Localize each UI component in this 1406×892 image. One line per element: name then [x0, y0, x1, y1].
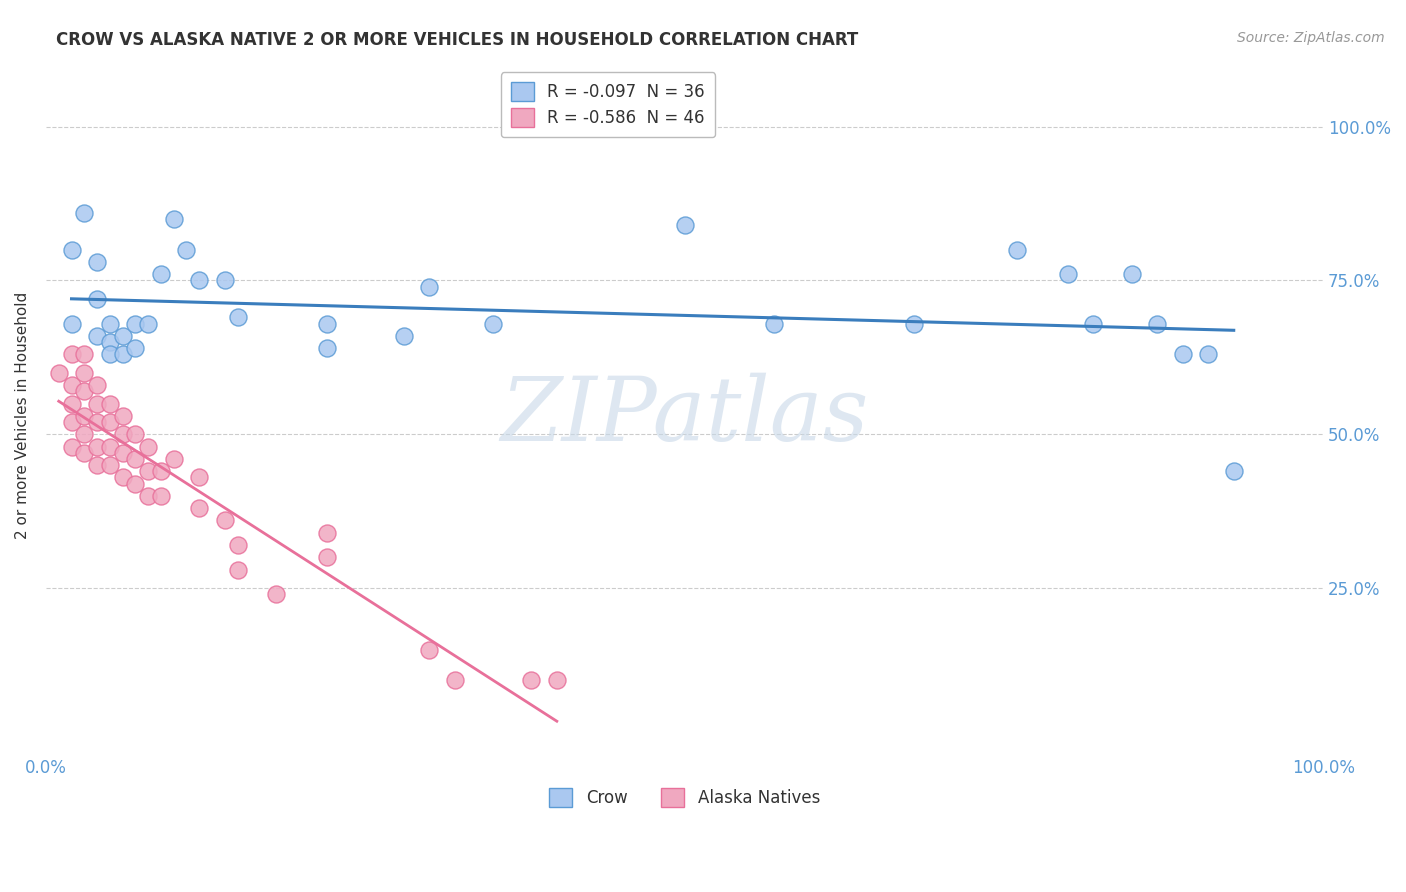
Point: [1083, 317, 1105, 331]
Point: [149, 268, 172, 282]
Point: [1222, 464, 1244, 478]
Point: [149, 489, 172, 503]
Point: [60, 415, 83, 429]
Point: [214, 273, 236, 287]
Point: [226, 563, 249, 577]
Point: [264, 587, 287, 601]
Point: [124, 341, 146, 355]
Point: [73, 366, 96, 380]
Point: [1146, 317, 1168, 331]
Point: [418, 279, 440, 293]
Point: [176, 243, 198, 257]
Point: [136, 464, 159, 478]
Point: [316, 341, 339, 355]
Point: [111, 329, 134, 343]
Legend: Crow, Alaska Natives: Crow, Alaska Natives: [543, 781, 827, 814]
Point: [1171, 347, 1194, 361]
Point: [60, 243, 83, 257]
Point: [226, 538, 249, 552]
Point: [482, 317, 505, 331]
Point: [73, 427, 96, 442]
Point: [60, 396, 83, 410]
Point: [86, 440, 108, 454]
Point: [136, 489, 159, 503]
Point: [316, 525, 339, 540]
Text: ZIPatlas: ZIPatlas: [501, 372, 869, 459]
Point: [86, 415, 108, 429]
Point: [124, 476, 146, 491]
Point: [136, 440, 159, 454]
Point: [136, 317, 159, 331]
Point: [73, 384, 96, 399]
Point: [98, 396, 121, 410]
Point: [60, 347, 83, 361]
Point: [86, 396, 108, 410]
Point: [98, 317, 121, 331]
Point: [124, 317, 146, 331]
Point: [86, 255, 108, 269]
Point: [98, 347, 121, 361]
Point: [1197, 347, 1219, 361]
Point: [1056, 268, 1078, 282]
Point: [188, 470, 211, 484]
Point: [214, 513, 236, 527]
Point: [73, 409, 96, 423]
Point: [73, 446, 96, 460]
Point: [98, 458, 121, 472]
Point: [86, 378, 108, 392]
Point: [762, 317, 785, 331]
Point: [316, 550, 339, 565]
Point: [1121, 268, 1143, 282]
Y-axis label: 2 or more Vehicles in Household: 2 or more Vehicles in Household: [15, 293, 30, 540]
Point: [316, 317, 339, 331]
Point: [111, 409, 134, 423]
Point: [48, 366, 70, 380]
Point: [86, 458, 108, 472]
Point: [111, 427, 134, 442]
Point: [60, 440, 83, 454]
Point: [149, 464, 172, 478]
Point: [163, 211, 186, 226]
Point: [86, 329, 108, 343]
Point: [111, 446, 134, 460]
Point: [903, 317, 925, 331]
Point: [163, 451, 186, 466]
Point: [188, 273, 211, 287]
Point: [124, 451, 146, 466]
Text: CROW VS ALASKA NATIVE 2 OR MORE VEHICLES IN HOUSEHOLD CORRELATION CHART: CROW VS ALASKA NATIVE 2 OR MORE VEHICLES…: [56, 31, 859, 49]
Point: [124, 427, 146, 442]
Text: Source: ZipAtlas.com: Source: ZipAtlas.com: [1237, 31, 1385, 45]
Point: [98, 334, 121, 349]
Point: [111, 347, 134, 361]
Point: [546, 673, 568, 688]
Point: [226, 310, 249, 325]
Point: [86, 292, 108, 306]
Point: [520, 673, 543, 688]
Point: [111, 470, 134, 484]
Point: [443, 673, 465, 688]
Point: [73, 347, 96, 361]
Point: [60, 378, 83, 392]
Point: [673, 218, 696, 232]
Point: [73, 206, 96, 220]
Point: [98, 415, 121, 429]
Point: [392, 329, 415, 343]
Point: [60, 317, 83, 331]
Point: [418, 642, 440, 657]
Point: [98, 440, 121, 454]
Point: [1005, 243, 1028, 257]
Point: [188, 501, 211, 516]
